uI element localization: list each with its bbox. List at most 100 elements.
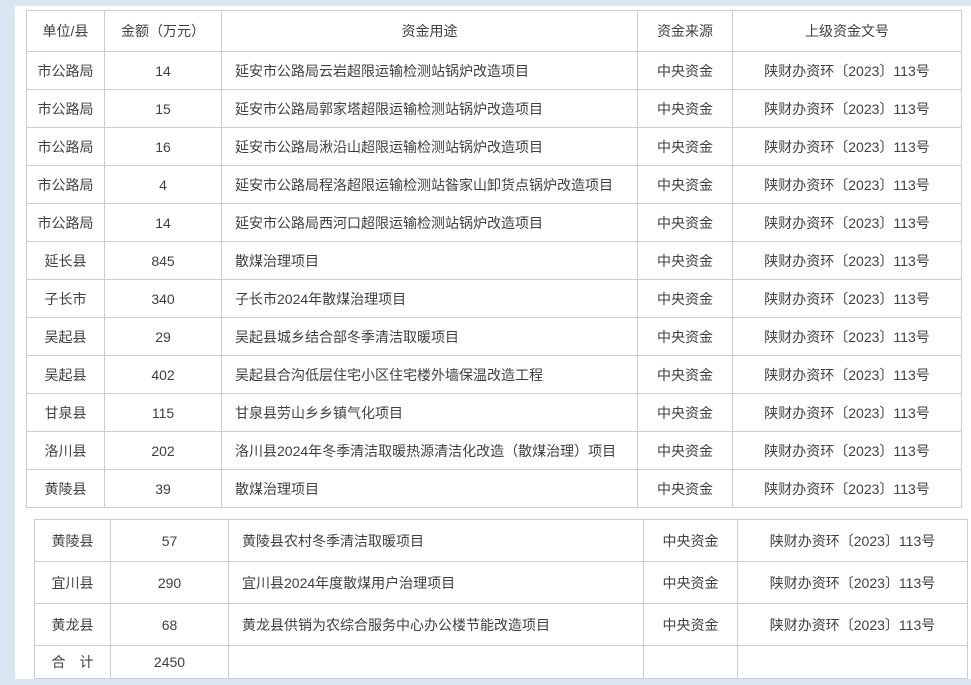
cell: 中央资金	[637, 431, 733, 470]
cell: 中央资金	[643, 519, 738, 562]
table-row: 洛川县 202 洛川县2024年冬季清洁取暖热源清洁化改造（散煤治理）项目 中央资金陕…	[26, 431, 962, 470]
cell: 陕财办资环〔2023〕113号	[732, 393, 962, 432]
table-row: 市公路局 4 延安市公路局程洛超限运输检测站昝家山卸货点锅炉改造项目 中央资金 陕财办资…	[26, 165, 962, 204]
cell: 陕财办资环〔2023〕113号	[737, 603, 968, 646]
cell: 甘泉县劳山乡乡镇气化项目	[221, 393, 638, 432]
cell: 子长市2024年散煤治理项目	[221, 279, 638, 318]
cell: 散煤治理项目	[221, 469, 638, 508]
table-row: 子长市 340 子长市2024年散煤治理项目 中央资金 陕财办资环〔2023〕113号	[26, 279, 962, 318]
cell: 陕财办资环〔2023〕113号	[732, 127, 962, 166]
cell: 延安市公路局西河口超限运输检测站锅炉改造项目	[221, 203, 638, 242]
cell: 市公路局	[26, 203, 105, 242]
cell: 合 计	[34, 645, 111, 679]
cell	[737, 645, 968, 679]
table-row: 市公路局 15 延安市公路局郭家塔超限运输检测站锅炉改造项目 中央资金 陕财办资环〔20…	[26, 89, 962, 128]
table-row: 市公路局 14 延安市公路局云岩超限运输检测站锅炉改造项目 中央资金 陕财办资环〔202…	[26, 51, 962, 90]
table-row: 市公路局 14 延安市公路局西河口超限运输检测站锅炉改造项目 中央资金 陕财办资环〔20…	[26, 203, 962, 242]
cell: 中央资金	[637, 89, 733, 128]
table-body-lower: 黄陵县 57 黄陵县农村冬季清洁取暖项目 中央资金 陕财办资环〔2023〕113号 宜川县…	[34, 519, 968, 679]
cell: 中央资金	[637, 317, 733, 356]
cell: 68	[110, 603, 229, 646]
table-header: 单位/县 金额（万元） 资金用途 资金来源 上级资金文号	[26, 10, 962, 52]
table-row: 合 计 2450	[34, 645, 968, 679]
cell: 散煤治理项目	[221, 241, 638, 280]
cell: 中央资金	[637, 51, 733, 90]
cell: 甘泉县	[26, 393, 105, 432]
cell: 吴起县城乡结合部冬季清洁取暖项目	[221, 317, 638, 356]
cell: 延安市公路局郭家塔超限运输检测站锅炉改造项目	[221, 89, 638, 128]
cell: 陕财办资环〔2023〕113号	[732, 89, 962, 128]
cell: 39	[104, 469, 222, 508]
table-row: 黄陵县 39 散煤治理项目 中央资金 陕财办资环〔2023〕113号	[26, 469, 962, 508]
table-row: 吴起县 29 吴起县城乡结合部冬季清洁取暖项目 中央资金 陕财办资环〔2023〕113号	[26, 317, 962, 356]
cell: 中央资金	[637, 241, 733, 280]
cell: 陕财办资环〔2023〕113号	[732, 241, 962, 280]
cell: 黄龙县供销为农综合服务中心办公楼节能改造项目	[228, 603, 644, 646]
cell: 340	[104, 279, 222, 318]
cell: 陕财办资环〔2023〕113号	[737, 519, 968, 562]
cell: 宜川县	[34, 561, 111, 604]
cell: 宜川县2024年度散煤用户治理项目	[228, 561, 644, 604]
table-row: 宜川县 290 宜川县2024年度散煤用户治理项目 中央资金 陕财办资环〔2023〕11…	[34, 561, 968, 604]
cell: 延安市公路局程洛超限运输检测站昝家山卸货点锅炉改造项目	[221, 165, 638, 204]
cell: 吴起县合沟低层住宅小区住宅楼外墙保温改造工程	[221, 355, 638, 394]
cell	[643, 645, 738, 679]
cell: 黄陵县	[34, 519, 111, 562]
cell: 陕财办资环〔2023〕113号	[732, 51, 962, 90]
col-header-document-number: 上级资金文号	[732, 10, 962, 52]
cell: 延长县	[26, 241, 105, 280]
cell: 中央资金	[643, 561, 738, 604]
cell: 市公路局	[26, 165, 105, 204]
cell: 中央资金	[637, 127, 733, 166]
cell: 陕财办资环〔2023〕113号	[732, 469, 962, 508]
cell: 黄陵县	[26, 469, 105, 508]
cell: 115	[104, 393, 222, 432]
cell: 陕财办资环〔2023〕113号	[732, 317, 962, 356]
header-row: 单位/县 金额（万元） 资金用途 资金来源 上级资金文号	[26, 10, 962, 52]
cell: 陕财办资环〔2023〕113号	[732, 203, 962, 242]
cell: 中央资金	[637, 279, 733, 318]
cell: 陕财办资环〔2023〕113号	[732, 355, 962, 394]
cell: 402	[104, 355, 222, 394]
cell: 中央资金	[637, 393, 733, 432]
cell: 吴起县	[26, 317, 105, 356]
cell: 延安市公路局湫沿山超限运输检测站锅炉改造项目	[221, 127, 638, 166]
table-row: 延长县 845 散煤治理项目 中央资金 陕财办资环〔2023〕113号	[26, 241, 962, 280]
table-row: 黄龙县 68 黄龙县供销为农综合服务中心办公楼节能改造项目 中央资金 陕财办资环〔202…	[34, 603, 968, 646]
cell: 16	[104, 127, 222, 166]
cell: 陕财办资环〔2023〕113号	[737, 561, 968, 604]
cell: 中央资金	[637, 355, 733, 394]
cell	[228, 645, 644, 679]
cell: 延安市公路局云岩超限运输检测站锅炉改造项目	[221, 51, 638, 90]
table-row: 甘泉县 115 甘泉县劳山乡乡镇气化项目 中央资金 陕财办资环〔2023〕113号	[26, 393, 962, 432]
table-row: 吴起县 402 吴起县合沟低层住宅小区住宅楼外墙保温改造工程 中央资金 陕财办资环〔20…	[26, 355, 962, 394]
cell: 洛川县	[26, 431, 105, 470]
funding-table-upper: 单位/县 金额（万元） 资金用途 资金来源 上级资金文号 市公路局 14 延安市公路…	[26, 10, 962, 508]
funding-table-lower: 黄陵县 57 黄陵县农村冬季清洁取暖项目 中央资金 陕财办资环〔2023〕113号 宜川县…	[34, 519, 968, 679]
cell: 黄陵县农村冬季清洁取暖项目	[228, 519, 644, 562]
cell: 子长市	[26, 279, 105, 318]
cell: 中央资金	[643, 603, 738, 646]
cell: 市公路局	[26, 127, 105, 166]
cell: 市公路局	[26, 51, 105, 90]
cell: 中央资金	[637, 165, 733, 204]
cell: 57	[110, 519, 229, 562]
col-header-amount: 金额（万元）	[104, 10, 222, 52]
cell: 陕财办资环〔2023〕113号	[732, 165, 962, 204]
cell: 845	[104, 241, 222, 280]
cell: 2450	[110, 645, 229, 679]
content-panel: 单位/县 金额（万元） 资金用途 资金来源 上级资金文号 市公路局 14 延安市公路…	[15, 6, 971, 679]
cell: 290	[110, 561, 229, 604]
cell: 洛川县2024年冬季清洁取暖热源清洁化改造（散煤治理）项目	[221, 431, 638, 470]
cell: 202	[104, 431, 222, 470]
col-header-fund-purpose: 资金用途	[221, 10, 638, 52]
cell: 15	[104, 89, 222, 128]
cell: 4	[104, 165, 222, 204]
cell: 14	[104, 51, 222, 90]
table-row: 市公路局 16 延安市公路局湫沿山超限运输检测站锅炉改造项目 中央资金 陕财办资环〔20…	[26, 127, 962, 166]
cell: 吴起县	[26, 355, 105, 394]
table-body-upper: 市公路局 14 延安市公路局云岩超限运输检测站锅炉改造项目 中央资金 陕财办资环〔202…	[26, 51, 962, 508]
cell: 29	[104, 317, 222, 356]
cell: 黄龙县	[34, 603, 111, 646]
cell: 中央资金	[637, 469, 733, 508]
